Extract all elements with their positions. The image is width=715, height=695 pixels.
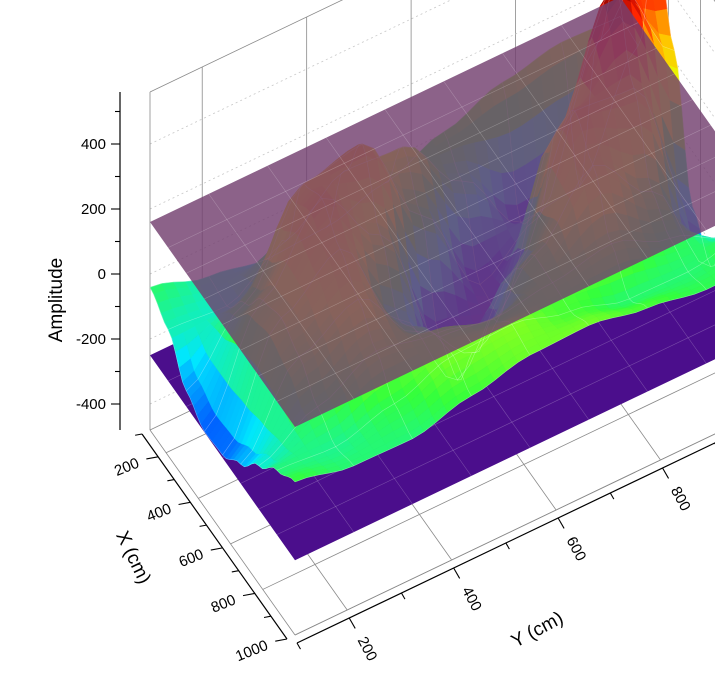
x-tick — [210, 547, 223, 551]
surface-patch — [704, 237, 715, 242]
x-tick — [178, 501, 191, 506]
surface-patch — [711, 253, 715, 262]
x-tick-label: 600 — [176, 546, 206, 571]
plane-grid-line — [222, 99, 693, 325]
x-tick — [263, 615, 271, 619]
y-tick — [453, 567, 461, 579]
x-tick — [146, 456, 159, 460]
plane-grid-line — [167, 22, 639, 248]
z-tick-label: -200 — [76, 331, 106, 348]
wall-grid-line — [676, 0, 715, 55]
y-tick — [505, 542, 510, 550]
wall-grid-line — [149, 0, 588, 210]
y-tick — [557, 517, 565, 529]
y-tick — [296, 642, 301, 650]
plane-grid-line — [258, 156, 715, 377]
plane-grid-line — [326, 137, 472, 343]
y-tick — [400, 592, 406, 600]
floor-grid-line — [262, 372, 715, 590]
plane-grid-line — [276, 191, 715, 402]
y-axis-title: Y (cm) — [508, 608, 567, 653]
y-tick-label: 600 — [563, 534, 590, 564]
plane-grid-line — [204, 73, 675, 300]
plane-grid-line — [561, 24, 707, 231]
surface-mesh-line — [276, 253, 715, 471]
surface-patch — [703, 260, 715, 274]
box-edge — [149, 0, 344, 93]
plane-grid-line — [384, 109, 531, 315]
z-axis-title: Amplitude — [46, 258, 67, 343]
x-tick — [242, 592, 255, 597]
plane-grid-line — [443, 81, 589, 287]
surface-patch — [703, 242, 715, 252]
surface-patch — [702, 279, 715, 290]
wall-grid-line — [149, 0, 452, 145]
y-tick — [662, 467, 670, 479]
plane-grid-line — [267, 165, 413, 371]
z-tick-label: 200 — [81, 201, 106, 218]
y-tick — [348, 617, 356, 629]
x-tick-label: 800 — [209, 591, 239, 616]
plane-grid-line — [276, 324, 715, 535]
plane-grid-line — [502, 53, 648, 259]
y-tick — [609, 492, 615, 500]
x-tick — [167, 479, 175, 482]
box-edge — [149, 429, 296, 636]
surface-mesh-line — [294, 285, 715, 483]
surface-patch — [710, 273, 715, 280]
surface-patch — [700, 241, 715, 249]
plane-grid-line — [186, 47, 657, 274]
x-axis-line — [141, 433, 288, 640]
plane-grid-line — [240, 124, 711, 351]
x-tick — [199, 524, 207, 527]
y-tick-label: 200 — [354, 634, 381, 664]
plane-high — [150, 0, 715, 427]
y-tick-label: 800 — [667, 484, 694, 514]
z-tick-label: 0 — [98, 266, 106, 283]
x-tick-label: 1000 — [233, 637, 270, 665]
x-tick — [231, 570, 239, 573]
surface-mesh-line — [149, 287, 296, 483]
x-axis-title: X (cm) — [111, 528, 154, 587]
plane-grid-line — [208, 193, 354, 400]
y-axis-line — [296, 442, 715, 644]
x-tick — [135, 433, 143, 436]
y-tick-label: 400 — [458, 584, 485, 614]
z-tick-label: 400 — [81, 136, 106, 153]
x-tick-label: 400 — [144, 500, 174, 525]
surface-patch — [699, 255, 715, 270]
plane-high-face — [150, 0, 715, 427]
box-edge — [294, 433, 715, 636]
x-tick-label: 200 — [112, 455, 142, 480]
x-tick — [275, 638, 288, 642]
surface-patch — [707, 246, 715, 257]
z-tick-label: -400 — [76, 396, 106, 413]
